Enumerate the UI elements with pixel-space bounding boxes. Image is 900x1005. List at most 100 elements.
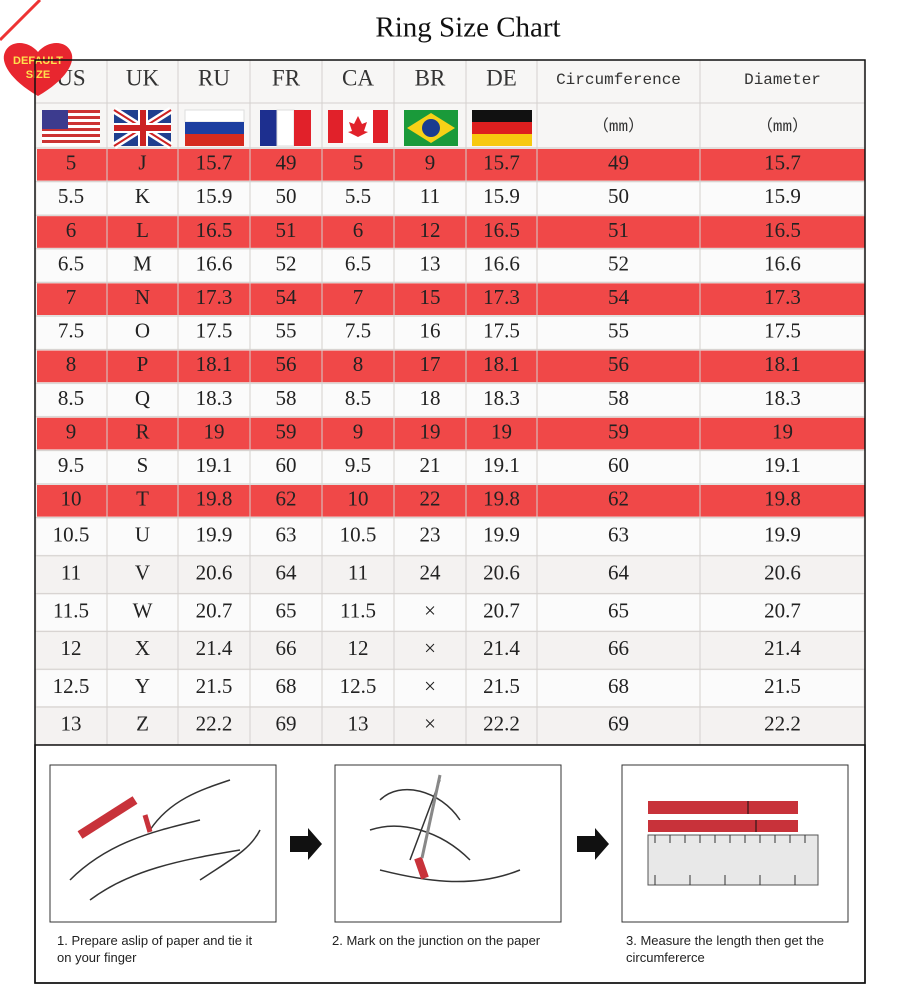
table-cell: 18.1 (764, 352, 801, 376)
table-cell: 12.5 (340, 674, 377, 698)
table-cell: 19.9 (483, 523, 520, 547)
table-cell: 20.6 (764, 561, 801, 585)
outer-border (34, 59, 866, 984)
table-cell: 16.6 (764, 251, 801, 275)
table-cell: 17.5 (196, 319, 233, 343)
table-cell: 20.7 (196, 598, 233, 622)
table-cell: 15.7 (196, 151, 233, 175)
table-cell: 56 (608, 352, 629, 376)
row-bg (37, 317, 863, 349)
table-cell: 69 (276, 712, 297, 736)
row-bg (37, 708, 863, 744)
table-cell: 16 (420, 319, 441, 343)
table-cell: 65 (276, 598, 297, 622)
table-cell: 17.5 (764, 319, 801, 343)
table-cell: P (137, 352, 149, 376)
table-cell: 13 (348, 712, 369, 736)
table-cell: 20.7 (483, 598, 520, 622)
table-cell: 49 (608, 151, 629, 175)
table-cell: 18.3 (483, 386, 520, 410)
table-cell: × (424, 598, 436, 622)
table-cell: 17 (420, 352, 441, 376)
table-cell: 12 (61, 636, 82, 660)
row-bg (37, 632, 863, 669)
step-3-illustration (621, 764, 849, 923)
highlight-row (37, 350, 865, 383)
table-cell: 5 (66, 151, 77, 175)
table-cell: M (133, 251, 152, 275)
table-cell: 15 (420, 285, 441, 309)
table-cell: 11 (348, 561, 368, 585)
table-cell: O (135, 319, 150, 343)
table-cell: 19.8 (483, 487, 520, 511)
table-cell: 15.9 (483, 184, 520, 208)
table-cell: 66 (276, 636, 297, 660)
table-cell: 50 (608, 184, 629, 208)
step-captions: 1. Prepare aslip of paper and tie it on y… (57, 933, 824, 965)
row-bg (37, 182, 863, 215)
table-cell: 19.1 (764, 453, 801, 477)
table-cell: 16.6 (483, 251, 520, 275)
step-caption: 1. Prepare aslip of paper and tie it (57, 933, 253, 948)
highlight-row (37, 283, 865, 315)
table-cell: J (138, 151, 146, 175)
table-cell: U (135, 523, 150, 547)
table-cell: 52 (276, 251, 297, 275)
table-cell: 56 (276, 352, 297, 376)
table-cell: V (135, 561, 150, 585)
table-cell: 11 (420, 184, 440, 208)
step-caption: 2. Mark on the junction on the paper (332, 933, 541, 948)
row-bg (37, 556, 863, 593)
table-cell: 24 (420, 561, 442, 585)
table-cell: 20.6 (483, 561, 520, 585)
table-cell: 59 (276, 419, 297, 443)
table-cell: 12.5 (53, 674, 90, 698)
table-cell: 5.5 (58, 184, 84, 208)
table-cell: 6 (66, 218, 77, 242)
unit-label: （mm） (593, 117, 644, 136)
table-cell: R (135, 419, 149, 443)
step-caption: circumfererce (626, 950, 705, 965)
table-cell: 9 (425, 151, 436, 175)
table-cell: 11.5 (53, 598, 89, 622)
table-cell: 63 (276, 523, 297, 547)
table-cell: 7.5 (345, 319, 371, 343)
row-bg (37, 451, 863, 483)
table-cell: 10.5 (340, 523, 377, 547)
flag-de (472, 110, 532, 146)
flag-br (404, 110, 458, 146)
table-cell: 19.8 (764, 487, 801, 511)
table-cell: 22 (420, 487, 441, 511)
table-cell: 52 (608, 251, 629, 275)
table-cell: 6 (353, 218, 364, 242)
title: Ring Size Chart (375, 12, 560, 44)
flag-fr (260, 109, 311, 147)
table-cell: K (135, 184, 150, 208)
table-cell: 17.5 (483, 319, 520, 343)
highlight-row (37, 216, 865, 248)
table-cell: 62 (276, 487, 297, 511)
table-cell: 5 (353, 151, 364, 175)
table-cell: 9 (66, 419, 77, 443)
table-cell: 68 (276, 674, 297, 698)
table-cell: 11.5 (340, 598, 376, 622)
table-cell: 62 (608, 487, 629, 511)
table-cell: 20.7 (764, 598, 801, 622)
table-cell: 23 (420, 523, 441, 547)
table-cell: 8 (353, 352, 364, 376)
column-header: Diameter (744, 71, 821, 89)
flag-uk (112, 107, 173, 149)
table-cell: X (135, 636, 150, 660)
default-size-badge: DEFAULT SIZE (0, 0, 73, 96)
arrow (577, 828, 609, 860)
row-bg (37, 594, 863, 631)
unit-label: （mm） (757, 117, 808, 136)
table-cell: 11 (61, 561, 81, 585)
badge-line: DEFAULT (13, 55, 63, 67)
column-header: BR (415, 65, 446, 90)
table-cell: 64 (608, 561, 630, 585)
highlight-row (37, 485, 865, 517)
table-cell: 60 (276, 453, 297, 477)
table-cell: 15.7 (483, 151, 520, 175)
